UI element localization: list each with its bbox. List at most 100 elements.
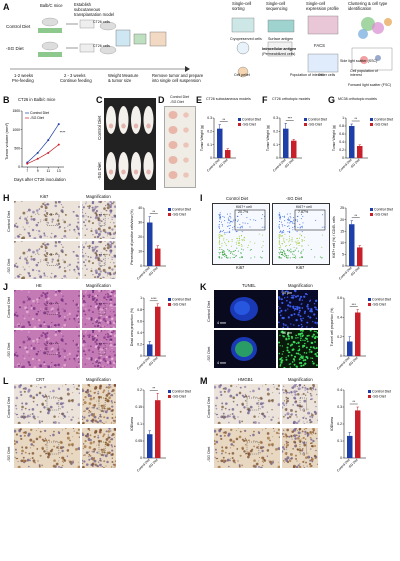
c-mice-photo xyxy=(104,98,156,190)
ct26-cells-2: CT26 cells xyxy=(93,44,110,48)
y-tick-label: 1 xyxy=(140,296,142,300)
i-group-sg: -SG Diet xyxy=(286,196,303,201)
legend-swatch xyxy=(304,123,307,126)
i-group-control: Control Diet xyxy=(226,196,249,201)
bar-sg xyxy=(155,306,161,356)
data-point xyxy=(47,151,50,154)
panel-k-label: K xyxy=(200,282,207,292)
y-tick-label: 0 xyxy=(140,456,142,460)
timeline-7: Remove tumor and prepare xyxy=(152,73,204,78)
i-xlabel-2: Ki67 xyxy=(296,265,305,270)
j-mag-sg xyxy=(82,330,116,368)
x-tick-label: -SG Diet xyxy=(217,158,229,170)
m-img-control xyxy=(214,384,280,424)
d-col-control: Control Diet xyxy=(170,95,189,99)
legend-label: Control Diet xyxy=(242,118,261,122)
h-mag: Magnification xyxy=(86,194,111,199)
y-tick-label: 0 xyxy=(210,156,212,160)
y-tick-label: 1 xyxy=(342,116,344,120)
panel-f-label: F xyxy=(262,95,268,105)
legend-label: Control Diet xyxy=(308,118,327,122)
sig-marker: ** xyxy=(352,400,355,404)
x-tick-label: -SG Diet xyxy=(349,158,361,170)
y-tick-label: 0.6 xyxy=(137,319,142,323)
bar-control xyxy=(147,344,153,356)
bar-sg xyxy=(155,248,161,266)
y-tick-label: 0.4 xyxy=(339,140,344,144)
fsc-label: Forward light scatter (FSC) xyxy=(348,83,392,87)
legend-swatch xyxy=(368,395,371,398)
h-mag-sg xyxy=(82,241,116,279)
l-img-control xyxy=(14,384,80,424)
group-sg-label: -SG Diet xyxy=(6,46,24,51)
panel-m-label: M xyxy=(200,376,208,386)
y-tick-label: 0 xyxy=(140,264,142,268)
k-scale-4: 50 μm xyxy=(282,331,293,335)
y-tick-label: 0.3 xyxy=(337,405,342,409)
y-tick-label: 0.05 xyxy=(135,439,142,443)
legend-label: -SG Diet xyxy=(30,116,44,120)
m-img-sg xyxy=(214,428,280,468)
y-axis-label: Ki67+ cell (%) / CD45- cells xyxy=(332,216,336,258)
y-tick-label: 1000 xyxy=(12,128,20,132)
bar-control xyxy=(347,341,353,356)
legend-label: Control Diet xyxy=(172,390,191,394)
y-tick-label: 0.3 xyxy=(207,116,212,120)
bar-sg xyxy=(355,312,361,356)
legend-label: Control Diet xyxy=(30,111,49,115)
y-tick-label: 0.4 xyxy=(337,388,342,392)
e-title: CT26 subcutaneous models xyxy=(206,97,251,101)
legend-swatch xyxy=(168,208,171,211)
y-tick-label: 500 xyxy=(14,147,20,151)
bar-control xyxy=(147,434,153,458)
x-tick-label: 9 xyxy=(37,169,39,173)
y-tick-label: 0.15 xyxy=(135,405,142,409)
y-tick-label: 30 xyxy=(138,221,142,225)
y-tick-label: 20 xyxy=(340,218,344,222)
y-axis-label: Dead area proportion (%) xyxy=(130,308,134,346)
l-row-control: Control Diet xyxy=(6,396,11,418)
legend-label: -SG Diet xyxy=(372,395,386,399)
legend-label: -SG Diet xyxy=(172,303,186,307)
legend-swatch xyxy=(370,123,373,126)
legend-label: -SG Diet xyxy=(374,123,388,127)
group-control-label: Control Diet xyxy=(6,24,31,29)
i-gate-1: Ki67+ cell xyxy=(236,205,252,209)
intra-label: Intracellular antigen xyxy=(262,47,297,51)
ct26-cells-1: CT26 cells xyxy=(93,20,110,24)
x-tick-label: -SG Diet xyxy=(349,266,361,278)
legend-swatch xyxy=(370,208,373,211)
panel-i-label: I xyxy=(200,193,203,203)
sig-marker: ** xyxy=(354,214,357,218)
step1-label: Establish subcutaneous transplantation m… xyxy=(74,2,115,17)
mouse-label: Balb/C mice xyxy=(40,3,63,8)
k-scale-3: 50 μm xyxy=(282,291,293,295)
legend-swatch xyxy=(168,298,171,301)
j-row-sg: -SG Diet xyxy=(6,342,11,358)
y-tick-label: 10 xyxy=(340,241,344,245)
k-scale-2: 4 mm xyxy=(217,361,226,365)
y-tick-label: 0.2 xyxy=(207,130,212,134)
timeline-6: & tumor size xyxy=(108,78,132,83)
expr-title: Single-cell expression profile xyxy=(306,1,339,11)
y-tick-label: 15 xyxy=(340,229,344,233)
legend-swatch xyxy=(368,303,371,306)
series-line-control xyxy=(27,123,60,163)
panel-a-label: A xyxy=(3,2,10,12)
bar-sg xyxy=(357,146,363,158)
y-tick-label: 0.4 xyxy=(137,331,142,335)
y-tick-label: 1500 xyxy=(12,109,20,113)
timeline-2: Pre-feeding xyxy=(12,78,34,83)
timeline-3: 2 - 3 weeks xyxy=(64,73,86,78)
k-mag: Magnification xyxy=(288,283,313,288)
y-tick-label: 0.6 xyxy=(339,132,344,136)
timeline-8: into single cell suspension xyxy=(152,78,201,83)
bar-sg xyxy=(291,140,297,158)
legend-label: Control Diet xyxy=(374,118,393,122)
i-xlabel-1: Ki67 xyxy=(236,265,245,270)
clust-title: Clustering & cell type identification xyxy=(348,1,388,11)
surf-label: Surface antigen xyxy=(268,37,294,41)
